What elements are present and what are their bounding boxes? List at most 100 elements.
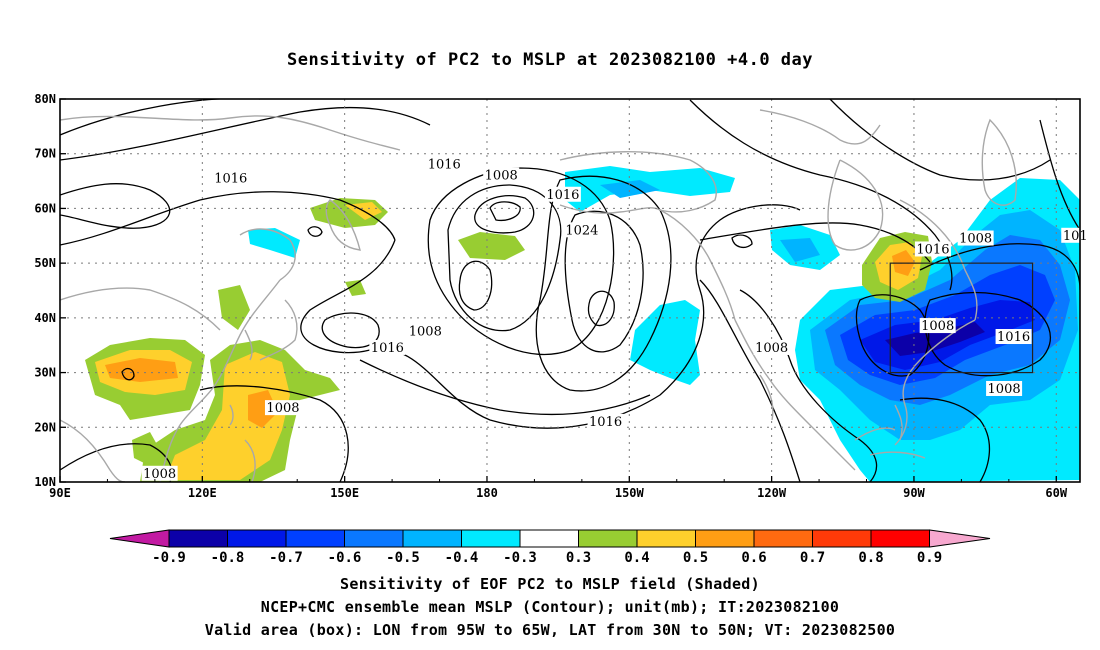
contour-label-bg [919,318,956,334]
coast-gulf [854,427,896,441]
x-tick-label: 150E [330,486,359,500]
contour-label: 1008 [988,382,1021,397]
contour-label-bg [753,339,790,355]
y-tick-label: 50N [34,256,56,270]
coast-taiwan [229,404,234,426]
contour-label: 1008 [921,319,954,334]
shade-scs-green [132,432,160,465]
coast-alaska-panhandle [659,209,736,321]
colorbar-label: 0.4 [624,550,649,566]
contour-nam-mid [739,289,878,482]
contour-label-bg [587,413,624,429]
contour-canada-small [731,234,753,249]
grid-lines [60,99,1080,482]
contour-label: 1016 [916,242,949,257]
contour-label-bg [544,186,581,202]
coast-hudson [827,159,884,251]
coast-korea [244,329,253,361]
coast-kamchatka [325,199,361,251]
coast-greenland [981,118,1017,206]
contour-aleutian-low-2 [489,201,521,222]
y-tick-label: 30N [34,366,56,380]
contour-label-bg [986,380,1023,396]
coast-labrador [899,199,978,321]
contour-label: 101 [1063,229,1088,244]
shade-aleutian-green [458,232,525,260]
contour-label: 1016 [371,341,404,356]
colorbar-swatch [344,529,404,548]
y-tick-label: 20N [34,420,56,434]
coastlines [60,109,1017,482]
colorbar-left-arrow [109,529,170,548]
colorbar-swatch [695,529,755,548]
contour-arctic [60,99,260,136]
shade-alaska-blue [600,180,660,198]
colorbar-swatch [812,529,872,548]
contour-label: 1024 [565,223,598,238]
colorbar-label: -0.7 [269,550,303,566]
coast-arctic-islands [759,109,881,145]
shade-atlantic-darkblue [885,322,985,356]
coast-okhotsk [239,228,296,281]
colorbar-label: -0.4 [445,550,479,566]
contour-arctic-ne [829,99,1051,181]
caption-contour-description: NCEP+CMC ensemble mean MSLP (Contour); u… [260,598,840,616]
contour-aleutian-low-mid [447,184,562,332]
y-tick-label: 70N [34,147,56,161]
coast-na-east [894,319,976,446]
contour-asia-outer [60,106,431,161]
colorbar-swatch [461,529,521,548]
shade-kamchatka-cyan [248,228,300,258]
colorbar-label: -0.3 [503,550,537,566]
shade-japan-green [218,285,250,330]
x-tick-label: 60W [1045,486,1067,500]
x-tick-label: 90E [49,486,71,500]
contour-sahlin-small [307,226,323,237]
colorbar-swatch [519,529,579,548]
contour-wpac-1008 [199,385,349,482]
coast-cuba [869,451,926,459]
colorbar-label: 0.3 [566,550,591,566]
colorbar-label: 0.6 [741,550,766,566]
contour-label-bg [369,339,406,355]
colorbar-label: 0.5 [683,550,708,566]
contour-label: 1008 [755,341,788,356]
colorbar-swatch [402,529,462,548]
colorbar-label: -0.8 [211,550,245,566]
contour-label: 1016 [428,158,461,173]
colorbar-swatch [227,529,287,548]
contour-label-bg [957,230,994,246]
coast-alaska [559,151,717,213]
y-tick-label: 80N [34,92,56,106]
plot-frame [59,98,1081,483]
shade-wpac-yellow [165,352,290,480]
contour-atl-east [1039,119,1080,231]
contour-label: 1016 [589,415,622,430]
coast-asia-east [159,279,281,482]
colorbar-swatch [870,529,930,548]
contour-label-bg [483,167,520,183]
contour-label-bg [563,222,600,238]
x-tick-label: 120W [757,486,787,500]
x-tick-label: 120E [188,486,217,500]
contour-nam-west [699,279,801,482]
colorbar: -0.9 -0.8 -0.7 -0.6 -0.5 -0.4 -0.3 0.3 0.4 0.5 0.6… [109,529,991,566]
colorbar-swatch [168,529,228,548]
contour-label-bg [1061,227,1090,243]
contour-atl-outer [919,243,1080,291]
contour-trop-pac [359,359,651,416]
colorbar-swatch [578,529,638,548]
coast-aleutians [559,204,661,214]
contour-pac-high-1016 [535,175,672,392]
contour-label-bg [426,156,463,172]
y-tick-label: 60N [34,201,56,215]
contour-pac-high-1024 [564,210,644,353]
contour-pac-high-inner [587,290,615,327]
contour-label: 1016 [546,188,579,203]
contour-label: 1008 [266,401,299,416]
colorbar-swatch [636,529,696,548]
contour-label-bg [212,170,249,186]
y-tick-label: 40N [34,311,56,325]
contour-atl-1016 [924,291,1051,377]
caption-valid-area: Valid area (box): LON from 95W to 65W, L… [204,621,896,639]
